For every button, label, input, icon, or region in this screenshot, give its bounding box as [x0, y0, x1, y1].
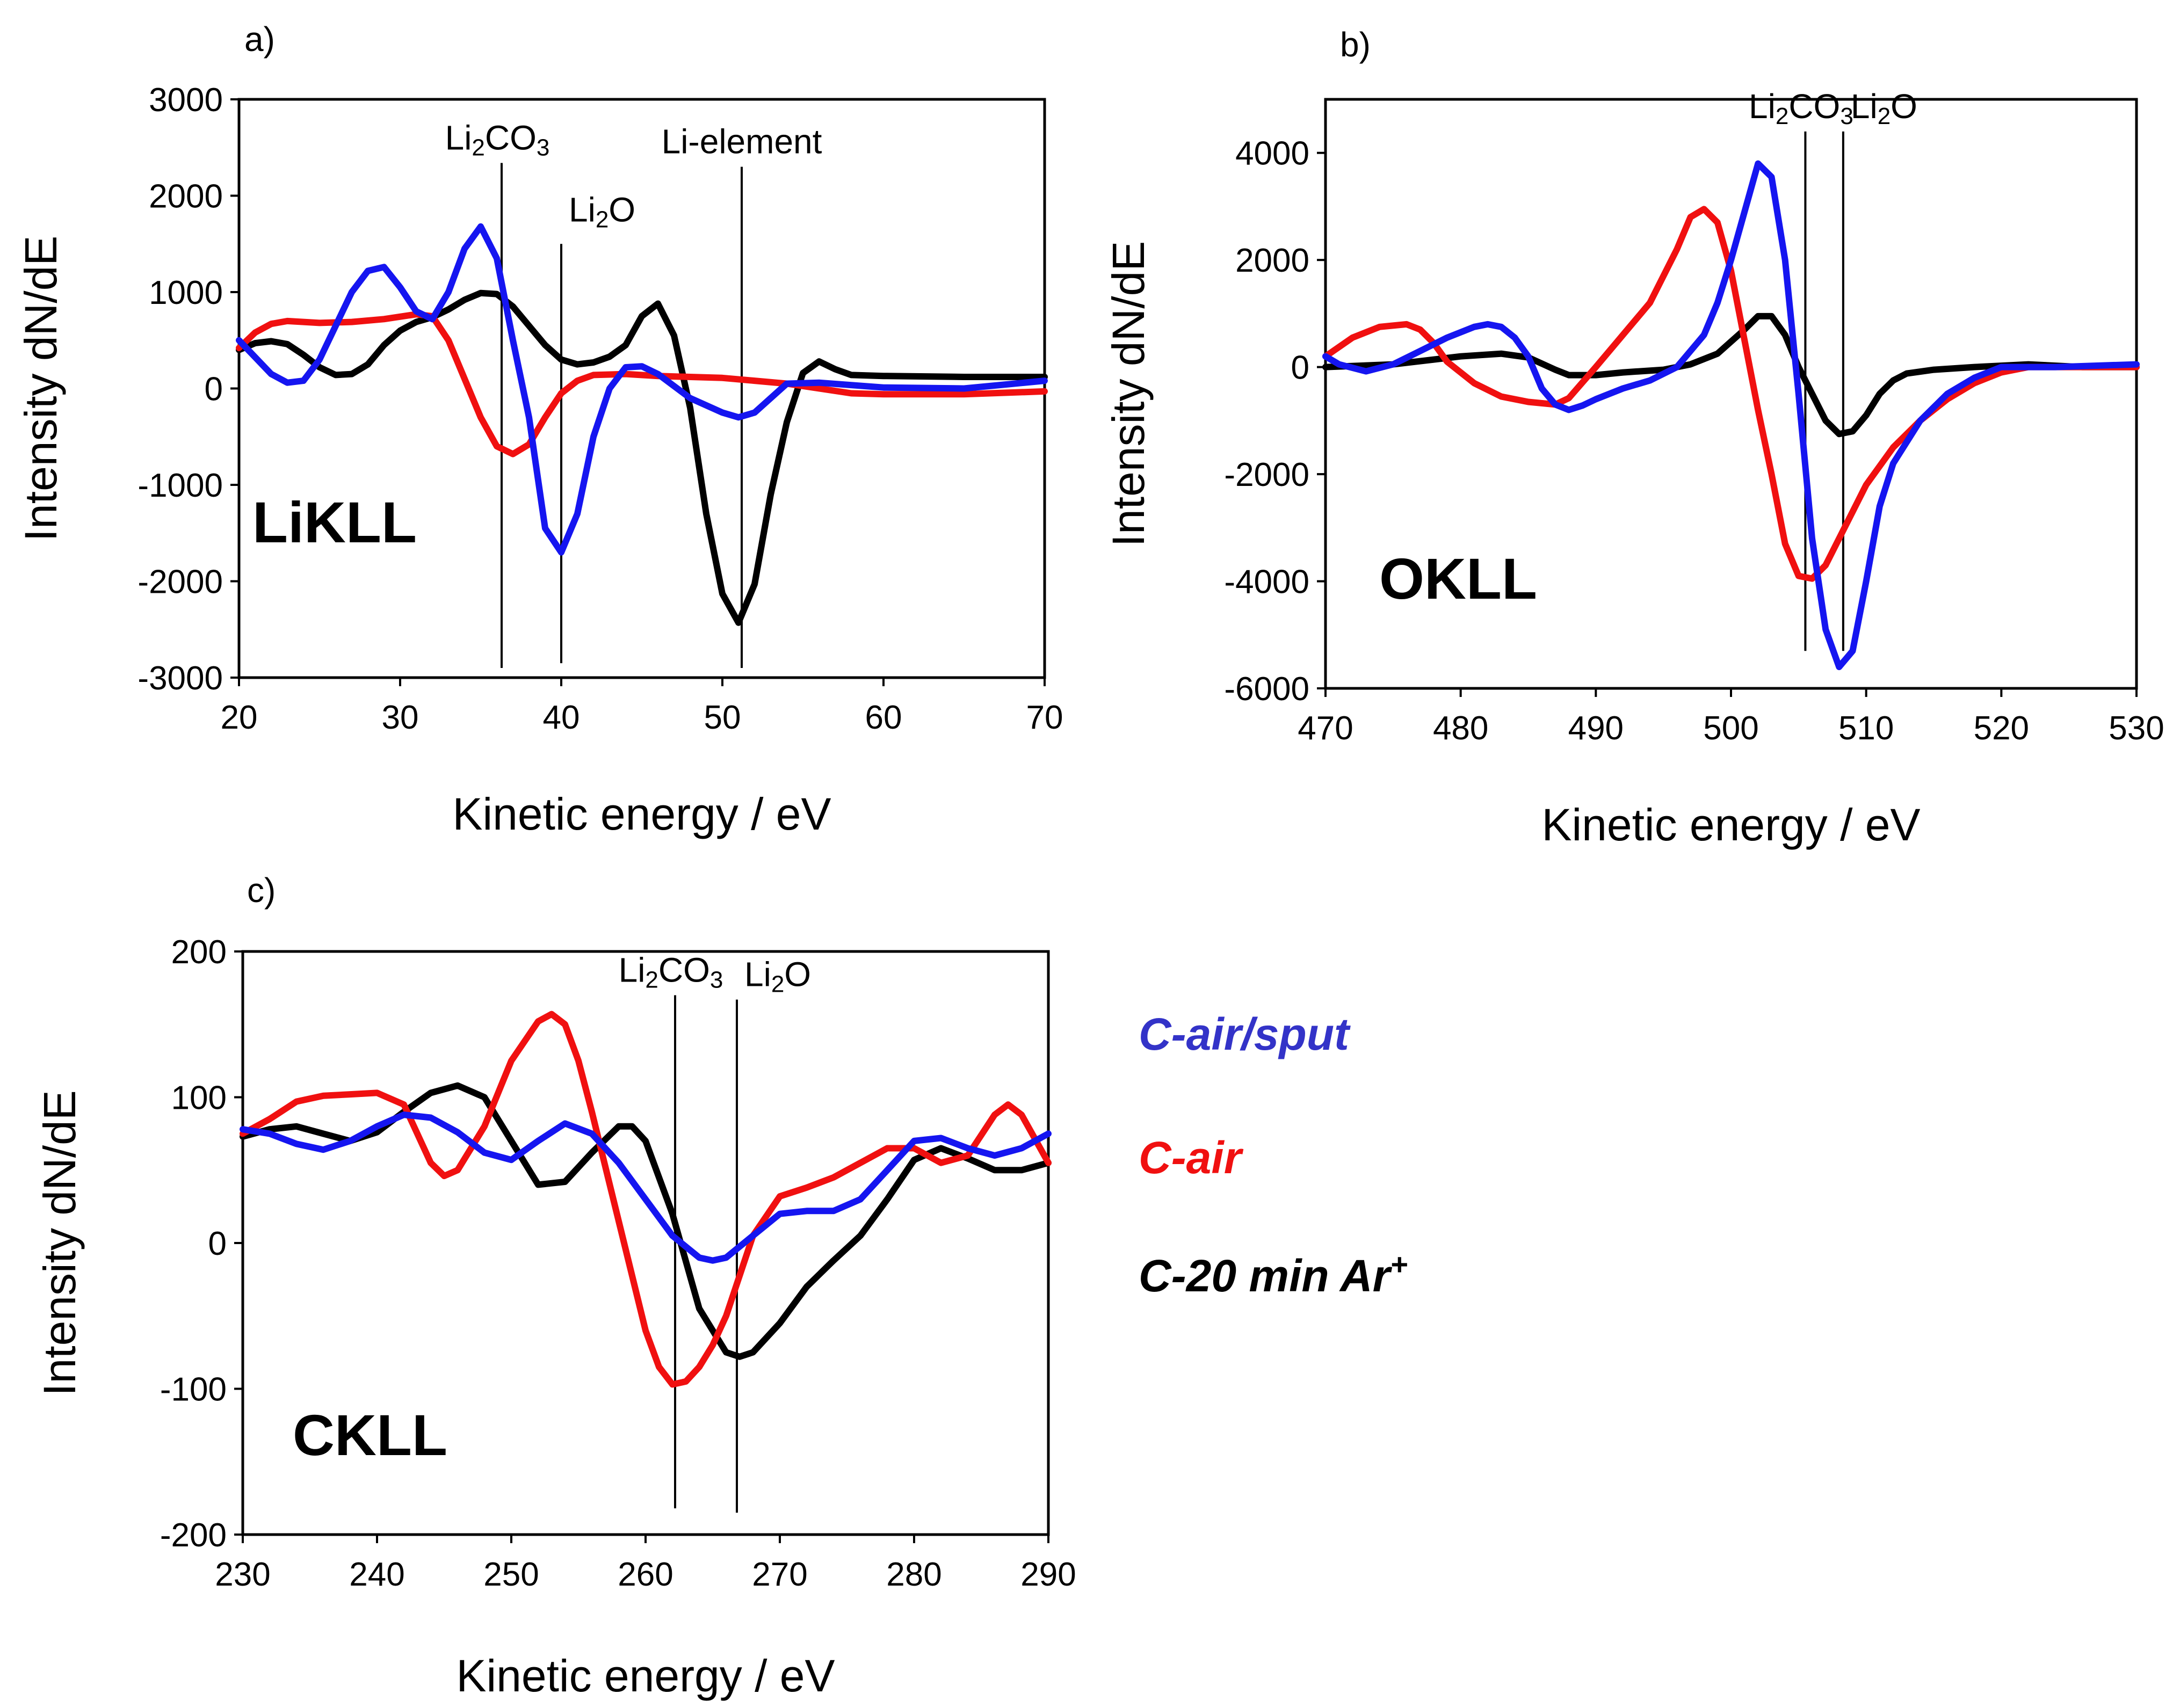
ref-label-sub: 2: [472, 134, 484, 161]
y-tick-label: 1000: [149, 274, 223, 311]
y-tick-label: 3000: [149, 82, 223, 119]
y-tick-label: -200: [160, 1517, 227, 1554]
x-tick-label: 270: [752, 1556, 807, 1593]
panel-letter: c): [247, 871, 276, 910]
y-tick-label: -6000: [1224, 671, 1309, 708]
x-tick-label: 470: [1298, 710, 1353, 747]
reference-line-label: Li2O: [569, 190, 635, 232]
reference-line-label: Li-element: [662, 122, 822, 161]
reference-line-label: Li2O: [744, 955, 811, 998]
series-line-c_air_sput: [236, 223, 1048, 556]
reference-line-label: Li2CO3: [445, 118, 550, 161]
series-line-c_air: [236, 311, 1048, 457]
series-line-c_air_sput: [240, 1111, 1052, 1264]
x-tick-label: 30: [382, 699, 419, 736]
ref-label-text: Li: [619, 950, 646, 989]
x-tick-label: 500: [1703, 710, 1758, 747]
chart-panel-c: 230 240 250 260 270 280 290 200 100 0 -100 -200 Kine…: [34, 871, 1076, 1701]
y-tick-label: 0: [1291, 350, 1309, 387]
x-tick-label: 20: [221, 699, 258, 736]
y-tick-label: -2000: [137, 564, 223, 601]
x-axis-title: Kinetic energy / eV: [456, 1651, 835, 1701]
ref-label-sub: 3: [537, 134, 549, 161]
y-tick-label: 4000: [1235, 135, 1309, 172]
x-tick-label: 490: [1568, 710, 1624, 747]
ref-label-text: CO: [485, 118, 537, 157]
y-tick-label: 0: [208, 1225, 227, 1262]
ref-label-text: Li: [1749, 87, 1776, 126]
legend-entry-label: C-air: [1139, 1132, 1244, 1183]
legend-entry-label: C-20 min Ar: [1139, 1251, 1393, 1301]
ref-label-text: Li: [445, 118, 472, 157]
ref-label-sub: 2: [1776, 103, 1788, 129]
y-tick-label: 200: [171, 934, 227, 971]
y-tick-label: -4000: [1224, 564, 1309, 601]
ref-label-text: Li-element: [662, 122, 822, 161]
x-tick-label: 530: [2109, 710, 2164, 747]
ref-label-sub: 2: [1878, 103, 1891, 129]
legend-entry-c_air_sput: C-air/sput: [1139, 1009, 1351, 1059]
ref-label-sub: 2: [771, 971, 784, 998]
spectrum-label: CKLL: [293, 1402, 447, 1467]
ref-label-text: O: [784, 955, 811, 994]
legend-entry-c_air: C-air: [1139, 1132, 1244, 1183]
ref-label-text: Li: [569, 190, 596, 229]
ref-label-sub: 3: [710, 966, 723, 993]
x-tick-label: 510: [1838, 710, 1894, 747]
x-tick-label: 520: [1974, 710, 2029, 747]
legend-entry-label: C-air/sput: [1139, 1009, 1351, 1059]
y-tick-label: -100: [160, 1371, 227, 1408]
panel-letter: a): [244, 20, 275, 59]
y-tick-label: 2000: [149, 178, 223, 215]
y-axis-title: Intensity dN/dE: [16, 236, 66, 542]
ref-label-text: O: [609, 190, 635, 229]
x-tick-label: 60: [865, 699, 902, 736]
x-tick-label: 260: [618, 1556, 673, 1593]
x-tick-label: 70: [1026, 699, 1063, 736]
series-line-c_ar: [240, 1082, 1052, 1360]
x-axis-title: Kinetic energy / eV: [1541, 800, 1920, 850]
ref-label-text: Li: [744, 955, 771, 994]
ref-label-text: Li: [1851, 87, 1878, 126]
spectrum-label: OKLL: [1379, 546, 1537, 611]
x-tick-label: 230: [215, 1556, 270, 1593]
y-tick-label: 2000: [1235, 242, 1309, 279]
y-tick-label: -1000: [137, 467, 223, 504]
ref-label-sub: 2: [596, 206, 609, 232]
x-tick-label: 240: [349, 1556, 404, 1593]
x-tick-label: 250: [483, 1556, 539, 1593]
ref-label-sub: 2: [645, 966, 658, 993]
chart-panel-a: 20 30 40 50 60 70 3000 2000 1000 0 -1000 -2000 -3000…: [16, 20, 1063, 839]
reference-line-label: Li2O: [1851, 87, 1917, 129]
y-tick-label: -2000: [1224, 456, 1309, 493]
y-tick-label: -3000: [137, 660, 223, 697]
series-line-c_air_sput: [1322, 160, 2140, 671]
x-tick-label: 50: [704, 699, 741, 736]
panel-letter: b): [1340, 25, 1371, 64]
x-tick-label: 40: [543, 699, 580, 736]
reference-line-label: Li2CO3: [619, 950, 723, 993]
x-tick-label: 280: [886, 1556, 941, 1593]
x-tick-label: 480: [1433, 710, 1488, 747]
series-line-c_ar: [236, 289, 1048, 626]
y-tick-label: 100: [171, 1080, 227, 1117]
ref-label-text: CO: [658, 950, 710, 989]
y-axis-title: Intensity dN/dE: [34, 1090, 85, 1396]
y-axis-title: Intensity dN/dE: [1103, 241, 1154, 547]
reference-line-label: Li2CO3: [1749, 87, 1853, 129]
series-line-c_ar: [1322, 312, 2140, 438]
ref-label-text: CO: [1788, 87, 1840, 126]
legend: C-air/sput C-air C-20 min Ar+: [1139, 1009, 1408, 1301]
x-axis-title: Kinetic energy / eV: [452, 789, 831, 839]
x-tick-label: 290: [1020, 1556, 1076, 1593]
legend-entry-sup: +: [1390, 1247, 1408, 1281]
chart-panel-b: 470 480 490 500 510 520 530 4000 2000 0 -2000 -4000…: [1103, 25, 2164, 850]
ref-label-text: O: [1891, 87, 1917, 126]
ref-label-sub: 3: [1840, 103, 1853, 129]
legend-entry-c_ar: C-20 min Ar+: [1139, 1247, 1408, 1302]
spectrum-label: LiKLL: [252, 490, 417, 555]
y-tick-label: 0: [205, 371, 223, 408]
